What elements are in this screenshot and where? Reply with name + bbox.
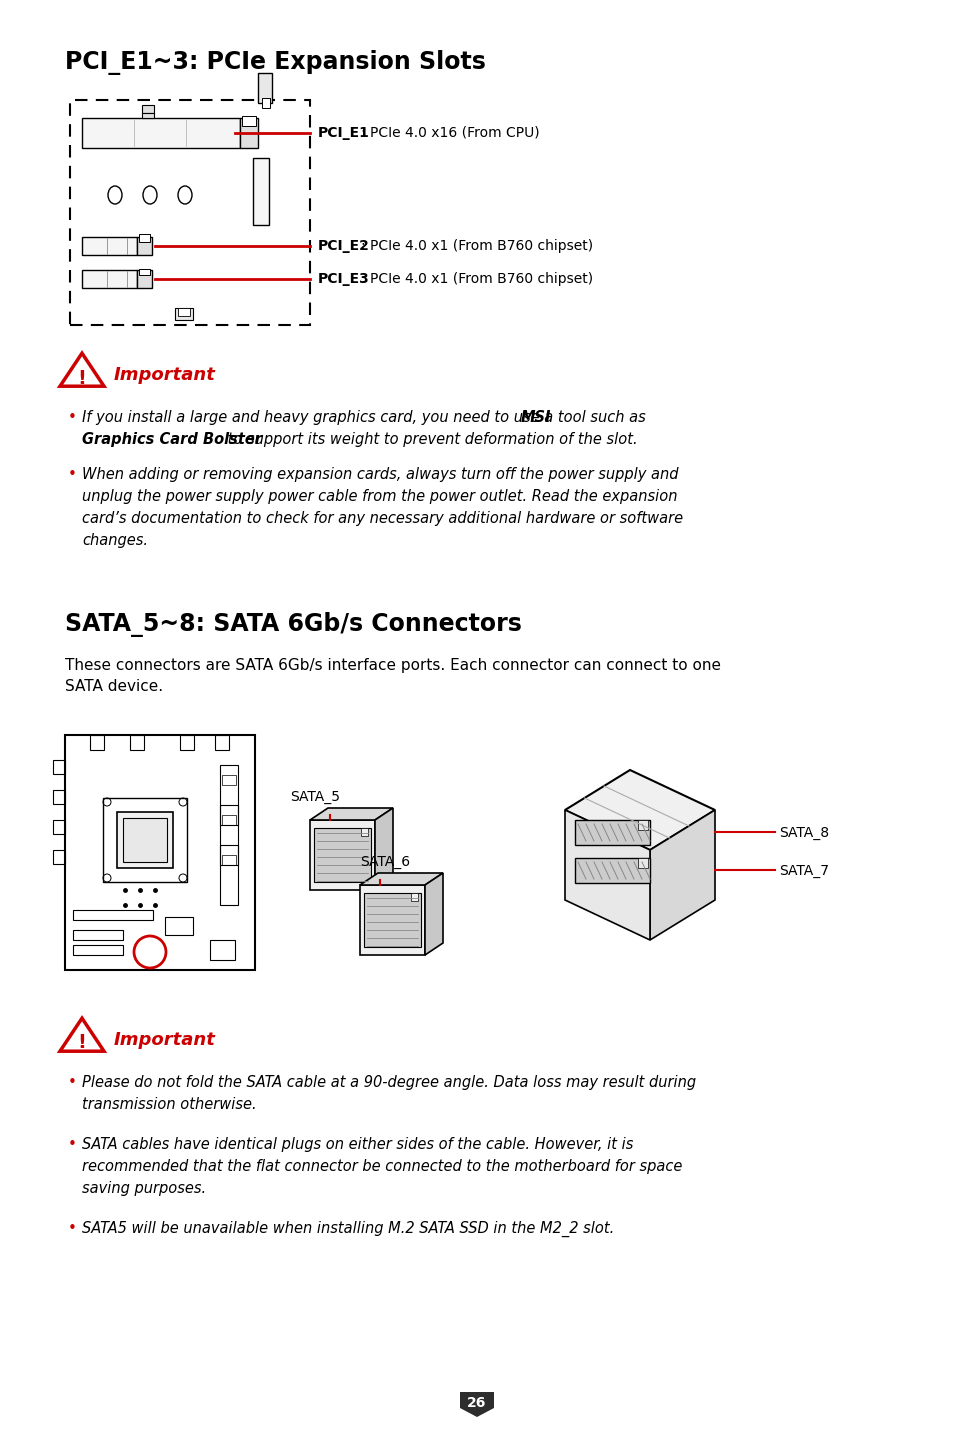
Polygon shape [649,811,714,939]
Bar [638,821,647,831]
Text: •: • [68,1137,77,1151]
Bar [310,821,375,891]
Bar [262,97,270,107]
Text: SATA_5: SATA_5 [290,790,339,803]
Text: : PCIe 4.0 x16 (From CPU): : PCIe 4.0 x16 (From CPU) [361,126,539,140]
Text: If you install a large and heavy graphics card, you need to use a tool such as: If you install a large and heavy graphic… [82,410,650,425]
Bar [123,818,167,862]
Bar [82,271,137,288]
Bar [82,117,240,147]
Bar [180,735,193,750]
Bar [222,815,235,825]
Text: unplug the power supply power cable from the power outlet. Read the expansion: unplug the power supply power cable from… [82,488,677,504]
Text: SATA_6: SATA_6 [359,855,410,869]
Text: SATA device.: SATA device. [65,679,163,695]
Bar [210,939,234,959]
Polygon shape [459,1392,494,1418]
Text: PCI_E1: PCI_E1 [317,126,370,140]
Text: Important: Important [113,367,215,384]
Text: card’s documentation to check for any necessary additional hardware or software: card’s documentation to check for any ne… [82,511,682,526]
Polygon shape [60,354,104,387]
Bar [142,105,153,113]
Text: These connectors are SATA 6Gb/s interface ports. Each connector can connect to o: These connectors are SATA 6Gb/s interfac… [65,657,720,673]
Text: •: • [68,410,77,425]
Polygon shape [564,770,714,851]
Text: saving purposes.: saving purposes. [82,1181,206,1196]
Text: •: • [68,1075,77,1090]
Text: SATA_8: SATA_8 [779,826,828,841]
Text: PCI_E1~3: PCIe Expansion Slots: PCI_E1~3: PCIe Expansion Slots [65,50,485,74]
Text: •: • [68,467,77,483]
Text: !: ! [77,368,87,388]
Text: transmission otherwise.: transmission otherwise. [82,1097,256,1113]
Text: to support its weight to prevent deformation of the slot.: to support its weight to prevent deforma… [222,432,637,447]
Text: recommended that the flat connector be connected to the motherboard for space: recommended that the flat connector be c… [82,1158,681,1174]
Polygon shape [310,808,393,821]
Polygon shape [359,874,442,885]
Bar [214,735,229,750]
Bar [53,821,65,833]
Bar [139,233,150,242]
Bar [222,775,235,785]
Bar [242,116,255,126]
Bar [411,894,417,901]
Polygon shape [375,808,393,891]
Bar [220,805,237,865]
Bar [53,760,65,775]
Bar [220,845,237,905]
Bar [90,735,104,750]
Bar [117,812,172,868]
Text: PCI_E3: PCI_E3 [317,272,370,286]
Bar [73,929,123,939]
Bar [257,73,272,103]
Bar [73,909,152,919]
Bar [130,735,144,750]
Text: : PCIe 4.0 x1 (From B760 chipset): : PCIe 4.0 x1 (From B760 chipset) [361,272,593,286]
Bar [137,238,152,255]
Bar [364,894,420,947]
Text: MSI: MSI [520,410,551,425]
Text: SATA_5~8: SATA 6Gb/s Connectors: SATA_5~8: SATA 6Gb/s Connectors [65,611,521,637]
Bar [575,821,649,845]
Text: SATA_7: SATA_7 [779,863,828,878]
Bar [165,916,193,935]
Text: : PCIe 4.0 x1 (From B760 chipset): : PCIe 4.0 x1 (From B760 chipset) [361,239,593,253]
Text: !: ! [77,1034,87,1053]
Bar [359,885,424,955]
Polygon shape [564,811,649,939]
Text: PCI_E2: PCI_E2 [317,239,370,253]
Text: SATA cables have identical plugs on either sides of the cable. However, it is: SATA cables have identical plugs on eith… [82,1137,633,1151]
Bar [53,851,65,863]
Bar [253,158,269,225]
Text: Graphics Card Bolster: Graphics Card Bolster [82,432,262,447]
Bar [70,100,310,325]
Bar [360,828,368,836]
Bar [178,308,190,316]
Polygon shape [424,874,442,955]
Bar [103,798,187,882]
Text: When adding or removing expansion cards, always turn off the power supply and: When adding or removing expansion cards,… [82,467,678,483]
Bar [174,308,193,319]
Text: •: • [68,1221,77,1236]
Bar [139,269,150,275]
Bar [65,735,254,969]
Text: Important: Important [113,1031,215,1050]
Bar [82,238,137,255]
Bar [222,855,235,865]
Bar [638,858,647,868]
Bar [142,113,153,117]
Text: Please do not fold the SATA cable at a 90-degree angle. Data loss may result dur: Please do not fold the SATA cable at a 9… [82,1075,696,1090]
Bar [220,765,237,825]
Bar [137,271,152,288]
Bar [575,858,649,884]
Bar [240,117,257,147]
Bar [53,790,65,803]
Bar [314,828,371,882]
Text: SATA5 will be unavailable when installing M.2 SATA SSD in the M2_2 slot.: SATA5 will be unavailable when installin… [82,1221,614,1237]
Bar [73,945,123,955]
Text: changes.: changes. [82,533,148,548]
Text: 26: 26 [467,1396,486,1411]
Polygon shape [60,1018,104,1051]
